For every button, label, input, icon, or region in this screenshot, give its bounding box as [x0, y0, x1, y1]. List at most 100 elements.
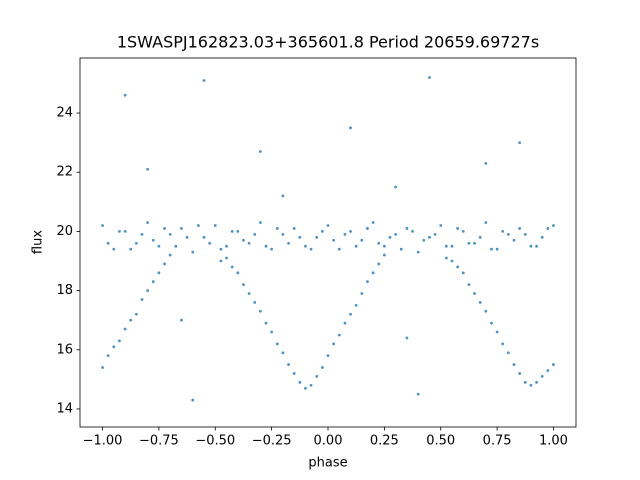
- point: [123, 327, 127, 331]
- point: [129, 247, 133, 251]
- x-tick-label: −0.25: [252, 434, 292, 449]
- point: [529, 383, 533, 387]
- point: [106, 241, 110, 245]
- point: [354, 303, 358, 307]
- point: [371, 271, 375, 275]
- point: [247, 241, 251, 245]
- point: [151, 238, 155, 242]
- point: [495, 330, 499, 334]
- point: [320, 366, 324, 369]
- point: [382, 253, 386, 257]
- point: [540, 235, 544, 239]
- point: [219, 247, 223, 251]
- x-tick-label: −0.75: [139, 434, 179, 449]
- point: [456, 227, 460, 230]
- point: [501, 342, 505, 346]
- x-tick-label: −0.50: [195, 434, 235, 449]
- point: [484, 161, 488, 165]
- point: [168, 253, 172, 257]
- point: [275, 342, 279, 346]
- point: [518, 372, 522, 375]
- point: [258, 221, 262, 224]
- point: [343, 232, 347, 236]
- point: [535, 244, 538, 248]
- point: [439, 224, 443, 227]
- point: [253, 301, 257, 304]
- point: [484, 309, 488, 313]
- point: [101, 366, 104, 369]
- x-tick-label: −1.00: [83, 434, 123, 449]
- point: [208, 241, 212, 245]
- point: [247, 292, 251, 295]
- point: [399, 247, 403, 251]
- point: [332, 342, 336, 346]
- point: [129, 318, 133, 322]
- point: [275, 227, 279, 230]
- point: [518, 141, 522, 145]
- y-tick-label: 20: [56, 224, 73, 239]
- point: [478, 235, 482, 239]
- point: [428, 235, 431, 239]
- point: [506, 351, 510, 355]
- point: [382, 244, 386, 248]
- point: [140, 298, 144, 301]
- point: [315, 235, 319, 239]
- point: [236, 230, 240, 233]
- point: [523, 380, 527, 384]
- point: [422, 238, 426, 242]
- point: [540, 374, 544, 378]
- point: [242, 238, 245, 242]
- point: [191, 398, 195, 402]
- point: [377, 262, 381, 266]
- point: [213, 224, 217, 227]
- y-tick-label: 14: [56, 401, 73, 416]
- point: [225, 256, 228, 260]
- point: [552, 363, 555, 366]
- point: [264, 244, 268, 248]
- x-tick-label: 1.00: [539, 434, 568, 449]
- point: [546, 227, 550, 230]
- point: [478, 301, 482, 304]
- point: [326, 354, 330, 358]
- point: [506, 232, 510, 236]
- point: [349, 126, 352, 130]
- point: [146, 167, 150, 171]
- point: [123, 230, 127, 233]
- point: [151, 280, 155, 284]
- point: [394, 185, 398, 189]
- point: [473, 292, 476, 295]
- point: [377, 241, 381, 245]
- point: [315, 374, 319, 378]
- point: [337, 333, 341, 337]
- point: [405, 227, 409, 230]
- point: [349, 230, 352, 233]
- point: [134, 312, 138, 316]
- point: [501, 230, 505, 233]
- point: [287, 363, 290, 366]
- point: [202, 235, 206, 239]
- x-tick-label: 0.00: [314, 434, 343, 449]
- y-tick-label: 16: [56, 342, 73, 357]
- point: [281, 232, 285, 236]
- point: [180, 227, 183, 230]
- point: [157, 271, 161, 275]
- y-axis-label: flux: [31, 230, 46, 254]
- point: [456, 265, 460, 269]
- point: [309, 383, 313, 387]
- point: [157, 244, 161, 248]
- point: [191, 250, 195, 254]
- point: [225, 244, 228, 248]
- point: [185, 235, 189, 239]
- x-tick-label: 0.50: [426, 434, 455, 449]
- point: [467, 241, 471, 245]
- point: [484, 221, 488, 224]
- point: [354, 244, 358, 248]
- point: [371, 221, 375, 224]
- point: [146, 289, 150, 292]
- point: [202, 79, 206, 82]
- y-tick-label: 18: [56, 283, 73, 298]
- point: [552, 224, 555, 227]
- point: [264, 321, 268, 325]
- point: [433, 232, 437, 236]
